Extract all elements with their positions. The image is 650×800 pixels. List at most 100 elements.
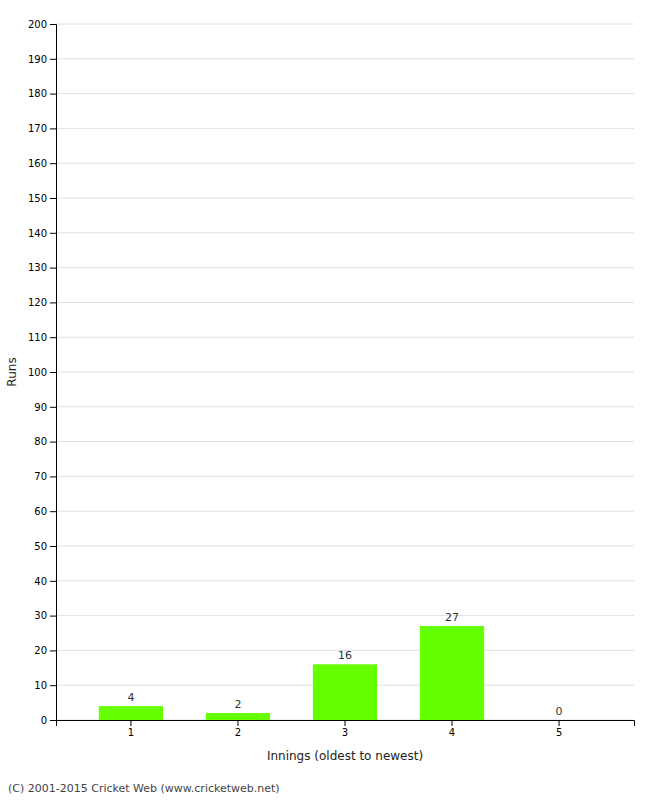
tick-mark — [50, 163, 56, 164]
tick-mark — [50, 128, 56, 129]
grid-line — [56, 511, 634, 512]
tick: 60 — [34, 506, 56, 517]
tick-label: 1 — [128, 727, 134, 738]
tick: 2 — [235, 720, 241, 738]
bars — [99, 626, 484, 720]
tick-mark — [50, 546, 56, 547]
grid — [56, 24, 634, 720]
axis-line — [50, 25, 57, 721]
tick-mark — [50, 372, 56, 373]
tick: 3 — [342, 720, 348, 738]
bar — [206, 713, 270, 720]
tick: 110 — [28, 332, 56, 343]
tick-mark — [50, 476, 56, 477]
tick-mark — [50, 59, 56, 60]
grid-line — [56, 128, 634, 129]
grid-line — [56, 615, 634, 616]
tick-label: 160 — [28, 158, 47, 169]
tick-label: 4 — [449, 727, 455, 738]
tick-mark — [50, 198, 56, 199]
tick: 140 — [28, 228, 56, 239]
tick: 190 — [28, 54, 56, 65]
tick: 0 — [41, 715, 56, 726]
plot: 0 10 20 30 40 50 60 70 80 90 100 110 120 130 140 150 160… — [28, 19, 635, 738]
tick: 5 — [556, 720, 562, 738]
tick: 100 — [28, 367, 56, 378]
tick-label: 3 — [342, 727, 348, 738]
tick-label: 170 — [28, 123, 47, 134]
tick-mark — [50, 720, 56, 721]
grid-line — [56, 232, 634, 233]
tick-label: 50 — [34, 541, 47, 552]
tick-label: 100 — [28, 367, 47, 378]
tick: 20 — [34, 645, 56, 656]
tick-mark — [50, 302, 56, 303]
tick-label: 120 — [28, 297, 47, 308]
tick-label: 0 — [41, 715, 47, 726]
tick-label: 80 — [34, 436, 47, 447]
tick-label: 40 — [34, 576, 47, 587]
tick-mark — [50, 616, 56, 617]
tick: 90 — [34, 402, 56, 413]
tick-label: 130 — [28, 262, 47, 273]
tick: 150 — [28, 193, 56, 204]
tick-label: 110 — [28, 332, 47, 343]
data-label: 4 — [127, 691, 134, 704]
tick-mark — [50, 442, 56, 443]
tick: 80 — [34, 436, 56, 447]
tick-mark — [237, 720, 238, 726]
tick-mark — [130, 720, 131, 726]
footer: (C) 2001-2015 Cricket Web (www.cricketwe… — [8, 782, 280, 795]
tick: 130 — [28, 262, 56, 273]
tick: 1 — [128, 720, 134, 738]
grid-line — [56, 372, 634, 373]
grid-line — [56, 546, 634, 547]
tick-mark — [452, 720, 453, 726]
tick: 50 — [34, 541, 56, 552]
tick-label: 200 — [28, 19, 47, 30]
tick-label: 60 — [34, 506, 47, 517]
y-axis-title: Runs — [5, 357, 19, 386]
tick: 4 — [449, 720, 455, 738]
tick: 10 — [34, 680, 56, 691]
tick-label: 2 — [235, 727, 241, 738]
tick: 180 — [28, 88, 56, 99]
tick: 70 — [34, 471, 56, 482]
tick-mark — [50, 685, 56, 686]
tick: 120 — [28, 297, 56, 308]
tick-mark — [50, 94, 56, 95]
tick: 170 — [28, 123, 56, 134]
axis-line — [57, 721, 635, 727]
data-label: 16 — [338, 649, 352, 662]
grid-line — [56, 198, 634, 199]
bar — [527, 720, 591, 721]
grid-line — [56, 302, 634, 303]
tick-mark — [50, 24, 56, 25]
tick: 160 — [28, 158, 56, 169]
tick-mark — [50, 233, 56, 234]
tick-label: 150 — [28, 193, 47, 204]
tick-mark — [50, 407, 56, 408]
tick-mark — [50, 581, 56, 582]
grid-line — [56, 163, 634, 164]
tick-label: 30 — [34, 610, 47, 621]
grid-line — [56, 580, 634, 581]
grid-line — [56, 24, 634, 25]
grid-line — [56, 267, 634, 268]
tick-mark — [345, 720, 346, 726]
data-label: 27 — [445, 611, 459, 624]
tick-label: 140 — [28, 228, 47, 239]
data-labels: 4216270 — [127, 611, 562, 718]
tick-mark — [50, 650, 56, 651]
data-label: 2 — [234, 698, 241, 711]
tick-label: 70 — [34, 471, 47, 482]
y-axis: 0 10 20 30 40 50 60 70 80 90 100 110 120 130 140 150 160… — [28, 19, 57, 726]
tick: 40 — [34, 576, 56, 587]
grid-line — [56, 476, 634, 477]
tick-label: 5 — [556, 727, 562, 738]
grid-line — [56, 337, 634, 338]
grid-line — [56, 93, 634, 94]
tick-label: 90 — [34, 402, 47, 413]
tick-label: 20 — [34, 645, 47, 656]
grid-line — [56, 58, 634, 59]
